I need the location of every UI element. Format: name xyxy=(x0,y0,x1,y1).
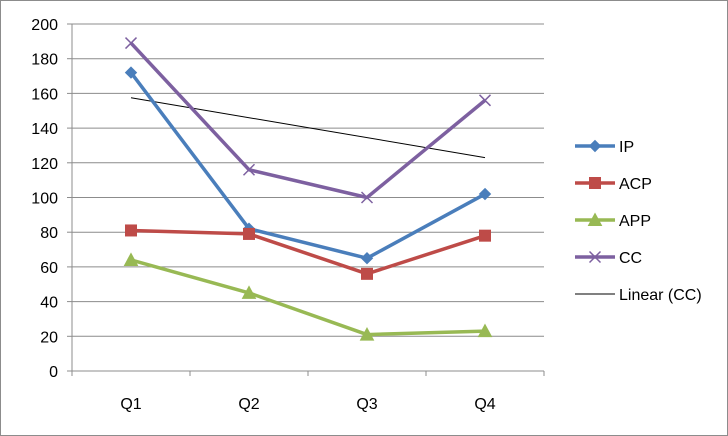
point-ip-q3 xyxy=(360,252,374,265)
point-cc-q2 xyxy=(242,163,256,176)
y-tick-label-200: 200 xyxy=(31,17,58,34)
series-cc xyxy=(124,37,492,204)
x-tick-label-q3: Q3 xyxy=(356,396,377,413)
legend-marker-cc xyxy=(588,250,602,264)
x-tick-label-q1: Q1 xyxy=(120,396,141,413)
axes xyxy=(67,23,545,376)
legend-item-ip: IP xyxy=(575,139,634,156)
series-ip xyxy=(124,66,492,265)
point-app-q4 xyxy=(477,323,493,338)
legend-label-linear-cc: Linear (CC) xyxy=(619,287,702,304)
point-cc-q3 xyxy=(360,191,374,204)
y-tick-label-180: 180 xyxy=(31,52,58,69)
legend-item-acp: ACP xyxy=(575,176,652,193)
series-line-app xyxy=(130,258,486,337)
legend-marker-cc-stroke-b xyxy=(588,250,602,264)
point-cc-q2-stroke-b xyxy=(242,163,256,176)
series-line-cc xyxy=(129,41,487,200)
legend-label-app: APP xyxy=(619,213,651,230)
y-tick-label-0: 0 xyxy=(49,364,58,381)
point-acp-q4 xyxy=(479,229,491,242)
point-ip-q4 xyxy=(478,187,492,201)
series-app xyxy=(123,252,493,341)
point-cc-q4 xyxy=(478,94,492,107)
point-acp-q2 xyxy=(243,227,255,240)
series-layer xyxy=(123,37,493,341)
legend-item-linear-cc: Linear (CC) xyxy=(575,287,702,304)
y-tick-label-60: 60 xyxy=(40,260,58,277)
y-tick-label-140: 140 xyxy=(31,121,58,138)
point-app-q1 xyxy=(123,252,139,266)
y-tick-label-40: 40 xyxy=(40,295,58,312)
legend-item-cc: CC xyxy=(575,250,642,267)
legend-label-acp: ACP xyxy=(619,176,652,193)
series-line-ip xyxy=(129,71,486,260)
tick-labels: 0 20 40 60 80 100 120 140 160 180 200 Q1 Q2 Q3 Q4 xyxy=(31,17,495,413)
y-tick-label-160: 160 xyxy=(31,86,58,103)
point-cc-q4-stroke-b xyxy=(478,94,492,107)
legend-item-app: APP xyxy=(575,212,651,230)
point-acp-q1 xyxy=(125,224,137,237)
point-acp-q3 xyxy=(361,267,373,280)
gridlines xyxy=(72,23,544,337)
point-cc-q1-stroke-b xyxy=(124,37,138,50)
legend: IP ACP APP CC Linear (CC) xyxy=(575,139,702,304)
point-app-q2 xyxy=(241,285,257,299)
x-tick-label-q2: Q2 xyxy=(238,396,259,413)
legend-marker-ip xyxy=(588,139,602,153)
legend-marker-app xyxy=(587,212,603,226)
y-tick-label-80: 80 xyxy=(40,225,58,242)
x-tick-label-q4: Q4 xyxy=(474,396,495,413)
point-ip-q1 xyxy=(124,66,138,79)
legend-label-cc: CC xyxy=(619,250,642,267)
y-tick-label-120: 120 xyxy=(31,156,58,173)
y-tick-label-20: 20 xyxy=(40,329,58,346)
series-acp xyxy=(125,224,491,280)
point-app-q3 xyxy=(359,327,375,341)
legend-label-ip: IP xyxy=(619,139,634,156)
point-cc-q1 xyxy=(124,37,138,50)
legend-marker-acp xyxy=(589,177,601,189)
point-cc-q3-stroke-b xyxy=(360,191,374,204)
series-line-acp xyxy=(130,228,486,276)
y-tick-label-100: 100 xyxy=(31,191,58,208)
